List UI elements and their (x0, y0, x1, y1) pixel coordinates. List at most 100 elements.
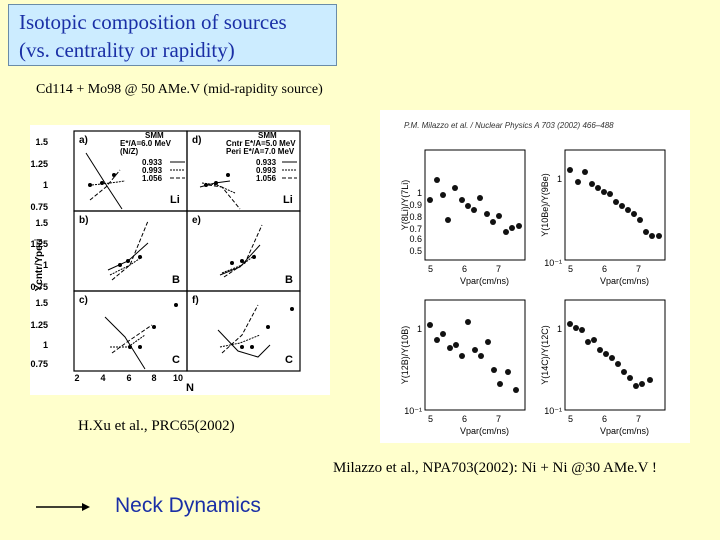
right-ytick: 0.9 (409, 200, 422, 210)
right-panel-ylabel: Y(14C)/Y(12C) (540, 325, 550, 385)
left-ytick: 1.5 (35, 137, 48, 147)
legend-a-line2: (N/Z) (120, 147, 139, 156)
left-ylabel: Ycntr/Yperi (34, 238, 45, 291)
right-ytick: 1 (557, 324, 562, 334)
right-xtick: 7 (636, 264, 641, 274)
right-xtick: 7 (496, 264, 501, 274)
right-xtick: 5 (428, 264, 433, 274)
right-panel-points (427, 177, 522, 235)
panel-tag: c) (79, 295, 88, 306)
legend-d-val: 1.056 (256, 174, 277, 183)
left-ytick: 1 (43, 340, 48, 350)
panel-tag: d) (192, 135, 201, 146)
subtitle: Cd114 + Mo98 @ 50 AMe.V (mid-rapidity so… (36, 82, 323, 97)
legend-d-val: 0.933 (256, 158, 277, 167)
right-ytick: 1 (417, 324, 422, 334)
right-xtick: 7 (496, 414, 501, 424)
right-panel-points (567, 321, 653, 389)
citation-right: Milazzo et al., NPA703(2002): Ni + Ni @3… (333, 460, 657, 476)
left-ytick: 1.5 (35, 298, 48, 308)
legend-a-val: 0.993 (142, 166, 163, 175)
title-line-1: Isotopic composition of sources (19, 10, 287, 34)
legend-d-head: SMM (258, 131, 277, 140)
right-panel-points (567, 167, 662, 239)
right-ytick: 10⁻¹ (544, 406, 562, 416)
left-xtick: 10 (173, 373, 183, 383)
left-ytick: 0.75 (30, 359, 48, 369)
conclusion-text: Neck Dynamics (115, 494, 261, 517)
left-figure-plot: 1.5 1.25 1 0.75 1.5 1.25 1 0.75 1.5 1.25… (30, 130, 301, 394)
legend-a-head: SMM (145, 131, 164, 140)
legend-d-line1: Cntr E*/A=5.0 MeV (226, 139, 296, 148)
left-ytick: 1.25 (30, 239, 48, 249)
panel-tag: b) (79, 215, 88, 226)
panel-e-frame (186, 210, 301, 292)
panel-element: Li (170, 194, 180, 206)
panel-f-frame (186, 290, 301, 372)
right-panel-ylabel: Y(10Be)/Y(9Be) (540, 173, 550, 237)
panel-element: Li (283, 194, 293, 206)
right-panel-frame (564, 299, 666, 411)
right-figure: P.M. Milazzo et al. / Nuclear Physics A … (380, 110, 690, 443)
right-xlabel: Vpar(cm/ns) (460, 276, 509, 286)
panel-b-frame (73, 210, 188, 292)
left-ytick: 1.25 (30, 320, 48, 330)
legend-a-val: 0.933 (142, 158, 163, 167)
left-xtick: 2 (74, 373, 79, 383)
right-panel-frame (564, 149, 666, 261)
right-ytick: 1 (557, 174, 562, 184)
left-figure: 1.5 1.25 1 0.75 1.5 1.25 1 0.75 1.5 1.25… (30, 125, 330, 395)
legend-d-val: 0.993 (256, 166, 277, 175)
right-xtick: 5 (568, 414, 573, 424)
legend-a-line1: E*/A=6.0 MeV (120, 139, 172, 148)
right-panel-ylabel: Y(8Li)/Y(7Li) (400, 180, 410, 231)
left-ytick: 0.75 (30, 282, 48, 292)
right-xtick: 6 (602, 264, 607, 274)
right-ytick: 0.5 (409, 246, 422, 256)
right-panel-frame (424, 299, 526, 411)
left-xlabel: N (186, 382, 194, 394)
right-xlabel: Vpar(cm/ns) (600, 426, 649, 436)
panel-tag: a) (79, 135, 88, 146)
title-box: Isotopic composition of sources (vs. cen… (8, 4, 337, 66)
right-ytick: 0.7 (409, 224, 422, 234)
left-xtick: 6 (126, 373, 131, 383)
right-figure-header: P.M. Milazzo et al. / Nuclear Physics A … (404, 121, 614, 130)
panel-tag: e) (192, 215, 201, 226)
left-ytick: 1.5 (35, 218, 48, 228)
left-ytick: 0.75 (30, 202, 48, 212)
left-xtick: 4 (100, 373, 105, 383)
legend-d-line2: Peri E*/A=7.0 MeV (226, 147, 295, 156)
right-panel-frame (424, 149, 526, 261)
panel-tag: f) (192, 295, 199, 306)
legend-a-val: 1.056 (142, 174, 163, 183)
right-xtick: 6 (462, 414, 467, 424)
right-panel-ylabel: Y(12B)/Y(10B) (400, 326, 410, 385)
panel-element: C (172, 354, 180, 366)
right-xlabel: Vpar(cm/ns) (460, 426, 509, 436)
right-xtick: 7 (636, 414, 641, 424)
right-xtick: 6 (602, 414, 607, 424)
left-ytick: 1.25 (30, 159, 48, 169)
citation-left: H.Xu et al., PRC65(2002) (78, 418, 235, 434)
right-ytick: 0.8 (409, 212, 422, 222)
right-ytick: 10⁻¹ (544, 258, 562, 268)
panel-c-frame (73, 290, 188, 372)
right-ytick: 1 (417, 188, 422, 198)
right-xtick: 5 (428, 414, 433, 424)
panel-element: B (172, 274, 180, 286)
left-ytick: 1 (43, 180, 48, 190)
title-line-2: (vs. centrality or rapidity) (19, 38, 235, 62)
right-xtick: 5 (568, 264, 573, 274)
arrow-right-icon (36, 503, 90, 511)
right-xlabel: Vpar(cm/ns) (600, 276, 649, 286)
left-ytick: 1 (43, 260, 48, 270)
right-panel-points (427, 319, 519, 393)
right-ytick: 10⁻¹ (404, 406, 422, 416)
right-ytick: 0.6 (409, 234, 422, 244)
panel-element: B (285, 274, 293, 286)
panel-element: C (285, 354, 293, 366)
right-xtick: 6 (462, 264, 467, 274)
left-xtick: 8 (151, 373, 156, 383)
right-figure-plot: P.M. Milazzo et al. / Nuclear Physics A … (400, 121, 666, 436)
